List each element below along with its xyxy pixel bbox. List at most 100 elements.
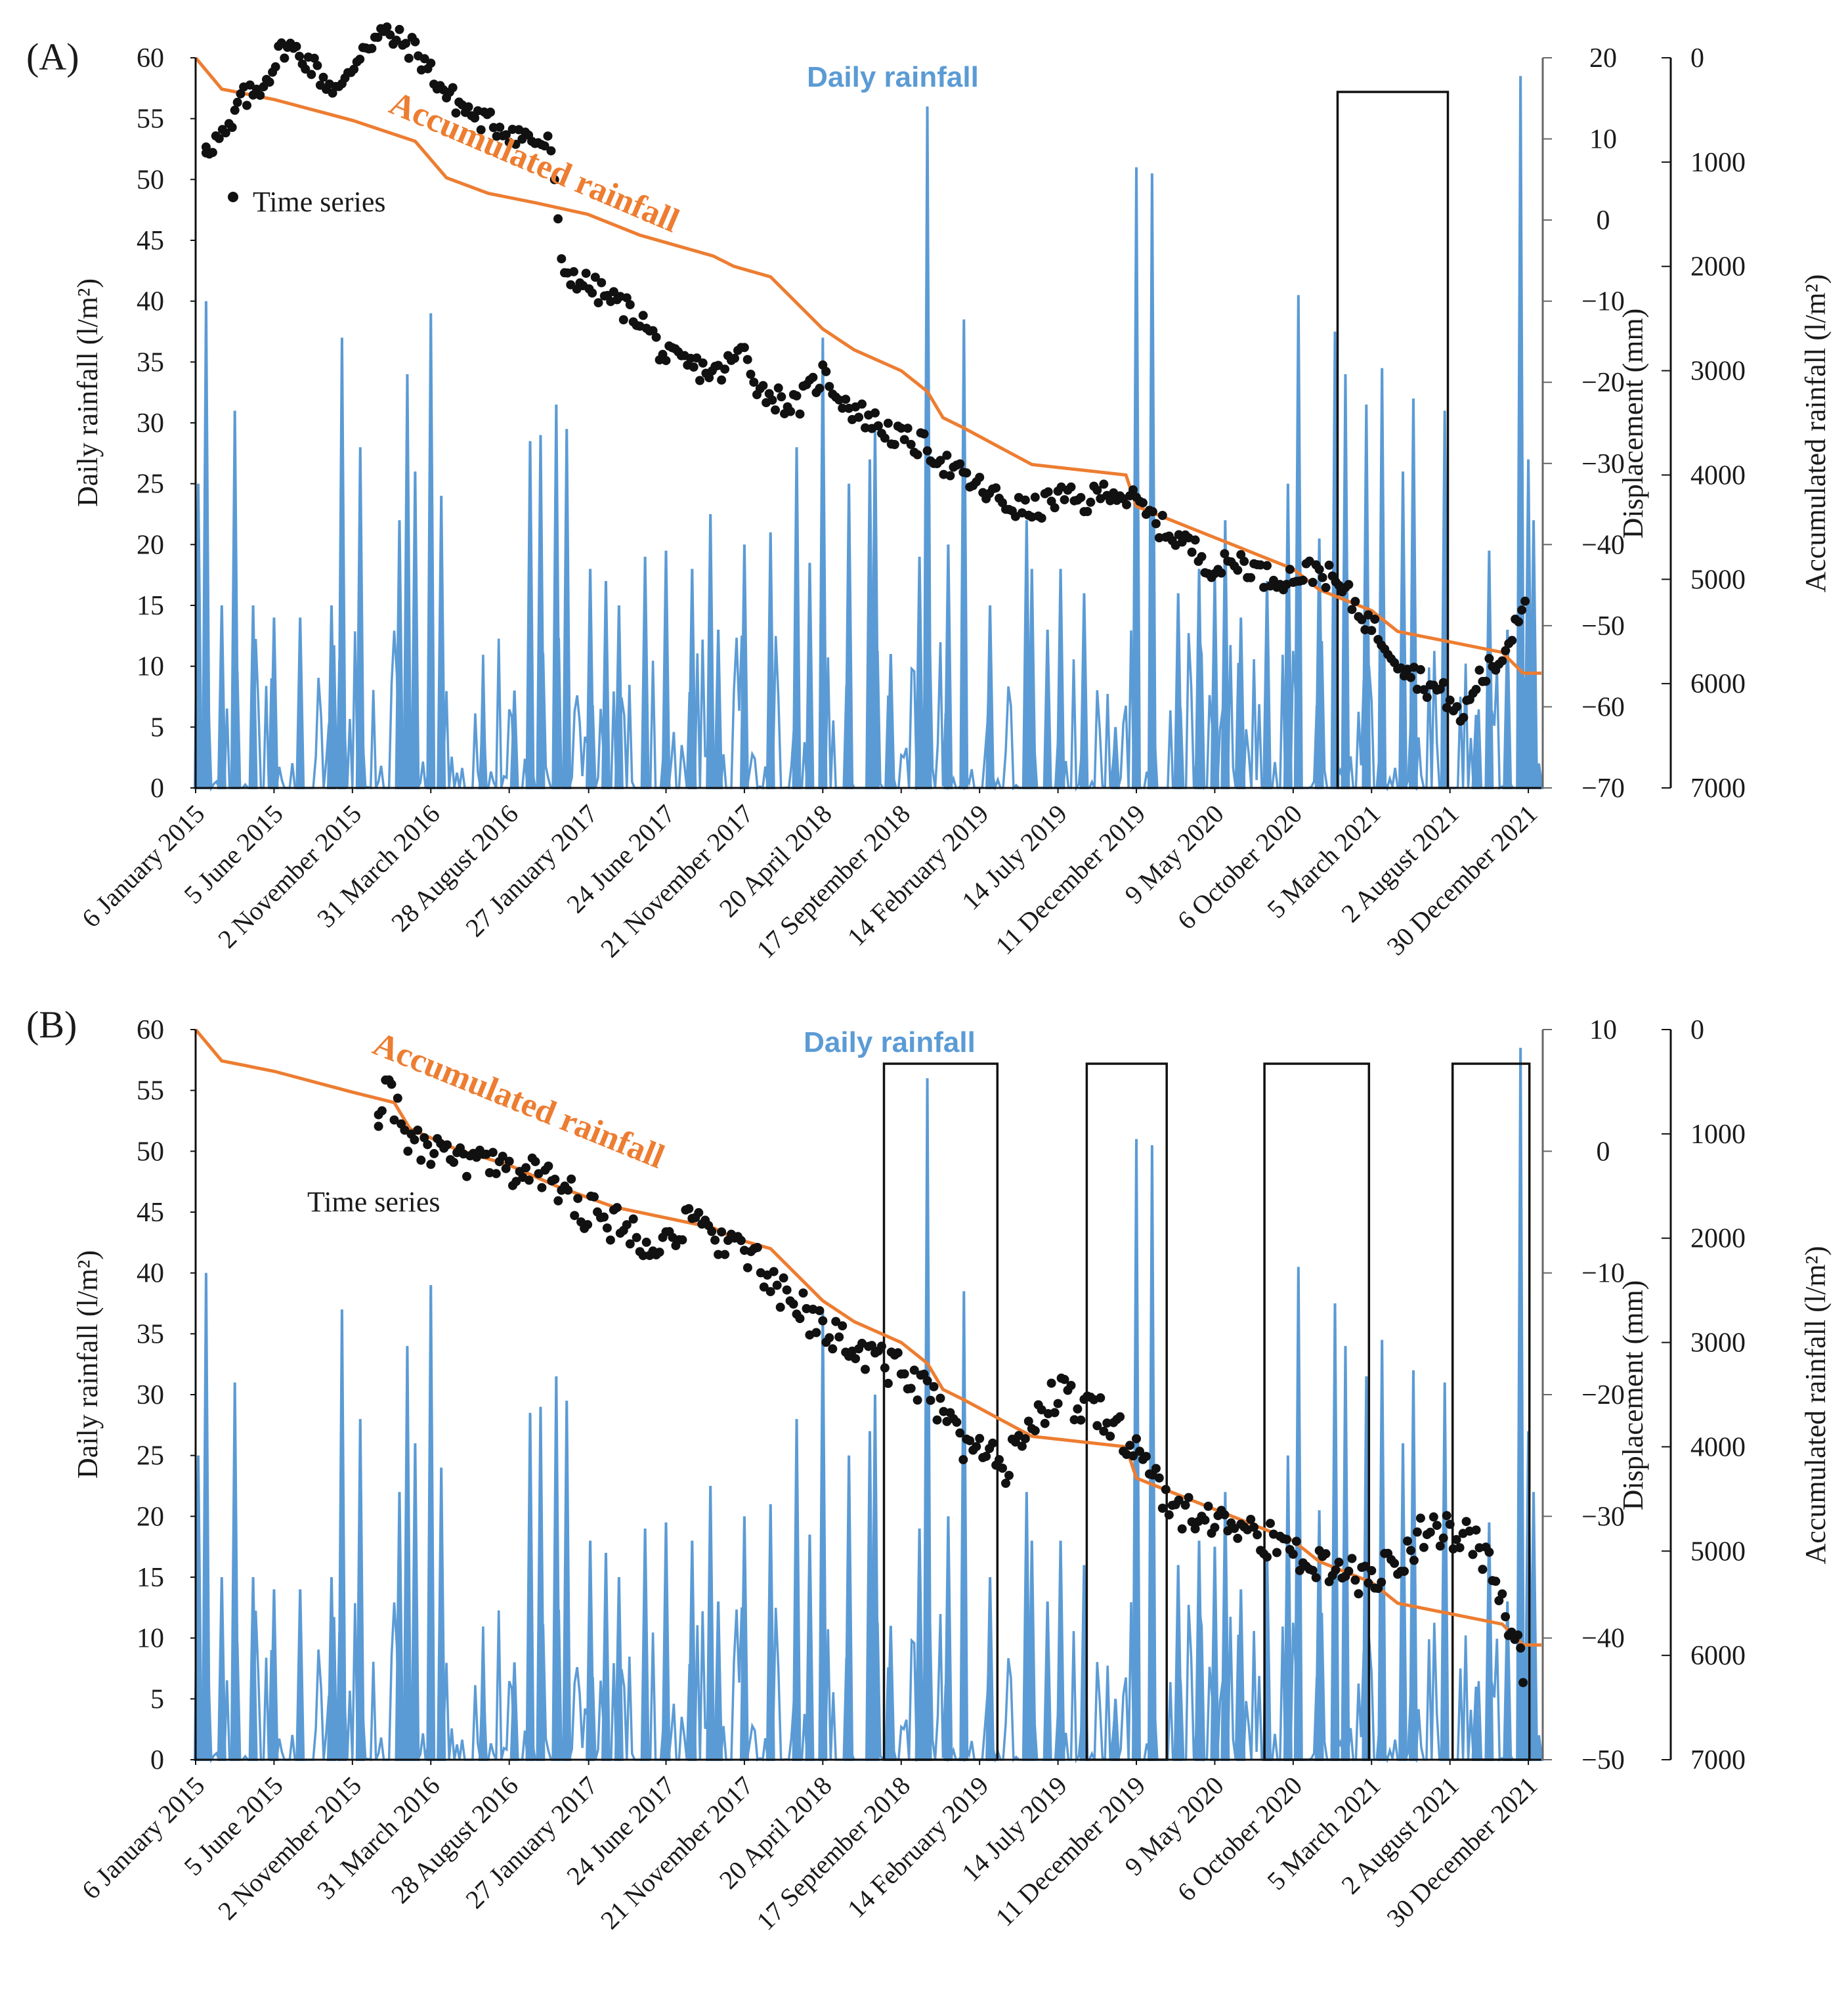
time-series-point [1281,1534,1291,1544]
time-series-point [1220,1510,1230,1519]
time-series-point [602,1223,612,1233]
time-series-point [349,64,359,74]
time-series-point [720,1250,730,1259]
time-series-point [1125,1441,1135,1450]
time-series-point [714,1250,723,1259]
time-series-point [752,1242,762,1252]
time-series-point [1154,533,1164,542]
time-series-point [1415,664,1425,674]
tick-label: 10 [137,652,164,682]
time-series-point [501,130,511,140]
time-series-point [423,1140,433,1150]
time-series-point [1484,653,1494,663]
time-series-point [583,1220,593,1230]
time-series-point [1452,702,1462,712]
time-series-point [767,395,777,405]
time-series-point [463,102,473,112]
accumulated-axis-ticks: 7000 6000 5000 4000 3000 2000 1000 0 [1662,43,1746,804]
time-series-point [988,1438,998,1448]
time-series-point [618,315,628,324]
time-series-point [1190,1524,1200,1534]
tick-label: 5000 [1690,565,1746,595]
time-series-point [1324,560,1334,570]
time-series-point [906,1383,916,1393]
time-series-point [808,372,818,382]
time-series-point [1001,1479,1010,1488]
time-series-label: Time series [307,1186,441,1218]
time-series-point [742,1263,752,1273]
time-series-point [1501,645,1511,655]
tick-label: −40 [1581,530,1625,560]
daily-rainfall-series [193,1047,1544,1764]
time-series-point [880,1363,890,1373]
time-series-point [815,383,825,393]
time-series-point [1230,1523,1239,1533]
tick-label: 2000 [1690,252,1746,282]
time-series-point [1220,549,1230,559]
time-series-point [597,278,607,288]
time-series-points [201,22,1530,726]
time-series-point [221,128,230,138]
time-series-point [442,1140,452,1150]
accumulated-axis-label: Accumulated rainfall (l/m²) [1799,274,1832,593]
time-series-point [1367,626,1377,636]
tick-label: 0 [1690,1015,1704,1045]
time-series-point [1321,582,1331,592]
tick-label: 60 [137,1015,164,1045]
time-series-point [1481,676,1491,686]
time-series-point [1295,1565,1304,1575]
time-series-point [1128,485,1138,495]
time-series-point [1438,1533,1448,1543]
tick-label: 45 [137,226,164,256]
time-series-point [1197,552,1207,561]
time-series-point [759,1282,769,1292]
time-series-point [1435,1541,1445,1551]
time-series-point [403,1146,413,1156]
time-series-point [451,108,461,118]
time-series-point [1357,615,1367,624]
time-series-point [1246,573,1256,582]
time-series-point [995,1455,1004,1464]
time-series-point [935,1393,945,1403]
time-series-point [1415,1513,1425,1523]
time-series-point [1311,1573,1321,1582]
time-series-point [1422,693,1432,702]
time-series-point [1308,578,1318,587]
time-series-point [1060,1374,1069,1384]
time-series-point [410,37,420,47]
time-series-point [1484,1547,1494,1557]
time-series-point [903,424,913,433]
left-axis-label: Daily rainfall (l/m²) [72,1250,104,1479]
time-series-point [1308,1565,1318,1575]
time-series-point [588,288,597,298]
time-series-point [1445,695,1455,705]
time-series-point [1474,665,1484,675]
tick-label: 3000 [1690,357,1746,387]
time-series-point [775,1302,785,1312]
time-series-point [896,424,906,433]
time-series-point [695,376,704,385]
time-series-point [1412,1527,1422,1537]
time-series-point [765,1287,775,1297]
time-series-point [612,1203,622,1213]
time-series-point [1040,1418,1050,1428]
time-series-point [952,1418,962,1427]
time-series-point [1425,1527,1435,1537]
time-series-point [462,1171,471,1181]
time-series-point [622,1220,632,1230]
time-series-point [831,1317,841,1326]
time-series-point [932,1415,942,1425]
daily-rainfall-label: Daily rainfall [807,61,979,93]
time-series-point [227,123,237,132]
time-series-point [838,1321,848,1331]
time-series-point [521,1163,531,1173]
time-series-point [779,1273,788,1283]
tick-label: 7000 [1690,773,1746,804]
time-series-point [704,373,714,383]
time-series-point [1520,596,1530,606]
tick-label: −30 [1581,449,1625,479]
time-series-point [815,1306,825,1316]
time-series-point [609,287,618,297]
time-series-point [255,91,265,100]
time-series-point [419,1133,429,1142]
